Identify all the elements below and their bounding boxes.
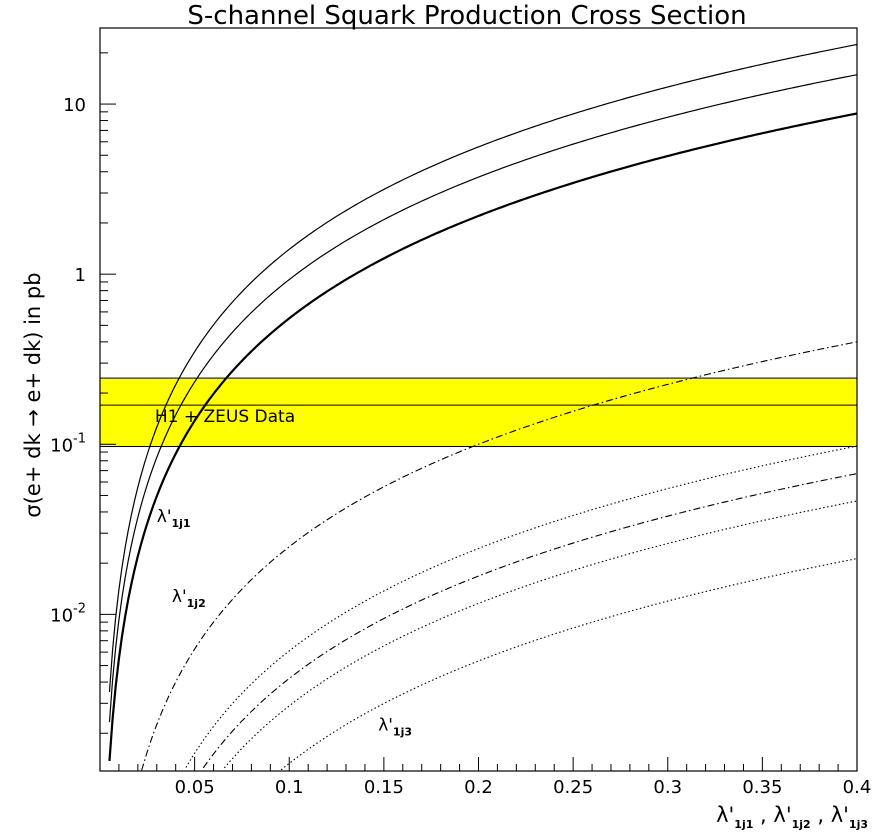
curves xyxy=(108,43,858,771)
band-fill xyxy=(99,377,858,448)
series-line-7 xyxy=(223,500,858,769)
x-tick-label: 0.05 xyxy=(175,777,215,798)
chart-title: S-channel Squark Production Cross Sectio… xyxy=(187,1,746,31)
x-tick-label: 0.4 xyxy=(843,777,872,798)
y-axis-label: σ(e+ dk → e+ dk) in pb xyxy=(21,272,45,517)
band-label: H1 + ZEUS Data xyxy=(155,407,295,427)
x-tick-label: 0.25 xyxy=(553,777,593,798)
curve-label: λ'1j3 xyxy=(378,715,412,738)
curve-label: λ'1j1 xyxy=(157,507,191,530)
x-tick-label: 0.2 xyxy=(464,777,493,798)
series-line-5 xyxy=(202,473,858,769)
series-line-2 xyxy=(108,74,858,723)
y-tick-label: 1 xyxy=(75,265,86,286)
x-tick-label: 0.1 xyxy=(275,777,304,798)
curve-label: λ'1j2 xyxy=(172,587,206,610)
x-tick-label: 0.15 xyxy=(364,777,404,798)
x-axis-label-text: λ'1j1 , λ'1j2 , λ'1j3 xyxy=(716,803,868,831)
axis-ticks: 0.05 0.1 0.15 0.2 0.25 0.3 0.35 0.4 10-2 10-1 1 10 xyxy=(50,52,872,798)
series-line-3 xyxy=(108,112,858,762)
y-tick-label: 10 xyxy=(63,95,86,116)
curve-annotations: λ'1j1 λ'1j2 λ'1j3 xyxy=(157,507,412,739)
series-line-1 xyxy=(108,43,858,692)
y-tick-label: 10-1 xyxy=(50,431,86,456)
data-band: H1 + ZEUS Data xyxy=(99,377,858,448)
y-tick-label: 10-2 xyxy=(50,601,86,626)
x-axis-label: λ'1j1 , λ'1j2 , λ'1j3 xyxy=(716,803,868,831)
x-tick-label: 0.35 xyxy=(742,777,782,798)
series-line-4 xyxy=(141,341,858,771)
series-line-8 xyxy=(280,558,858,771)
x-tick-label: 0.3 xyxy=(653,777,682,798)
